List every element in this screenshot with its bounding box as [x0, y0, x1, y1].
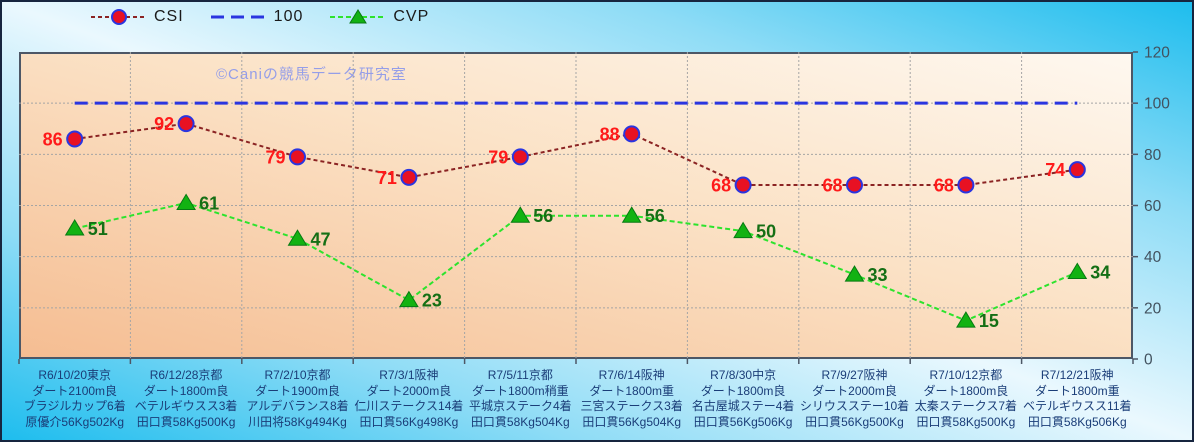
- x-label-line: 田口貫58Kg504Kg: [470, 414, 570, 429]
- legend-point-CVP: [349, 9, 368, 24]
- x-axis-label: R7/2/10京都 ダート1900m良 アルデバランス8着 川田将58Kg494Kg: [228, 368, 367, 430]
- x-label-line: ダート1800m良: [923, 383, 1009, 398]
- x-label-line: 名古屋城ステー4着: [691, 399, 795, 413]
- x-label-line: 田口貫56Kg506Kg: [693, 414, 793, 429]
- legend-marker-CVP: [330, 9, 387, 24]
- x-label-line: R7/3/1阪神: [379, 368, 439, 382]
- y-axis-tick-label: 0: [1144, 352, 1153, 369]
- x-label-line: ダート2100m良: [32, 383, 118, 398]
- legend-marker-100: [210, 15, 267, 19]
- legend-item-100: 100: [210, 7, 304, 27]
- x-label-line: ブラジルカップ6着: [23, 399, 126, 413]
- x-label-line: 平城京ステーク4着: [468, 399, 572, 413]
- x-label-line: R7/9/27阪神: [821, 368, 888, 382]
- legend-item-CSI: CSI: [90, 7, 184, 27]
- x-label-line: ダート1800m良: [143, 383, 229, 398]
- x-axis-label: R7/5/11京都 ダート1800m稍重 平城京ステーク4着 田口貫58Kg504Kg: [451, 368, 590, 430]
- x-label-line: R6/10/20東京: [38, 368, 112, 382]
- x-label-line: 仁川ステークス14着: [354, 399, 464, 413]
- x-label-line: 田口貫58Kg500Kg: [136, 414, 236, 429]
- x-axis-label: R7/12/21阪神 ダート1800m重 ベテルギウスス11着 田口貫58Kg506K…: [1008, 368, 1147, 430]
- x-label-line: ダート1800m重: [1034, 383, 1120, 398]
- y-axis-tick-label: 120: [1144, 45, 1170, 62]
- legend-label: CSI: [154, 8, 184, 25]
- x-label-line: 原優介56Kg502Kg: [25, 414, 125, 429]
- x-axis-label: R6/12/28京都 ダート1800m良 ベテルギウスス3着 田口貫58Kg500Kg: [116, 368, 255, 430]
- y-axis-tick-label: 20: [1144, 300, 1162, 317]
- legend-label: 100: [273, 8, 304, 25]
- legend-label: CVP: [393, 8, 430, 25]
- x-label-line: ダート1800m良: [700, 383, 786, 398]
- x-axis-label: R7/3/1阪神 ダート2000m良 仁川ステークス14着 田口貫56Kg498Kg: [339, 368, 478, 430]
- plot-area: [19, 52, 1133, 359]
- legend-point-CSI: [111, 9, 127, 25]
- y-axis-tick-label: 60: [1144, 198, 1162, 215]
- legend-item-CVP: CVP: [329, 7, 429, 27]
- y-axis-tick-label: 100: [1144, 96, 1170, 113]
- x-label-line: 田口貫56Kg498Kg: [359, 414, 459, 429]
- x-label-line: 田口貫58Kg506Kg: [1027, 414, 1127, 429]
- x-label-line: 川田将58Kg494Kg: [248, 414, 347, 429]
- x-axis-label: R6/10/20東京 ダート2100m良 ブラジルカップ6着 原優介56Kg502Kg: [5, 368, 144, 430]
- x-label-line: R7/2/10京都: [264, 368, 331, 382]
- x-label-line: 三宮ステークス3着: [580, 399, 683, 413]
- x-label-line: R7/10/12京都: [929, 368, 1003, 382]
- y-axis-tick-label: 80: [1144, 147, 1162, 164]
- x-label-line: アルデバランス8着: [246, 399, 349, 413]
- x-label-line: R7/8/30中京: [710, 368, 777, 382]
- x-label-line: ダート1900m良: [255, 383, 340, 398]
- x-label-line: R7/12/21阪神: [1040, 368, 1114, 382]
- x-label-line: 田口貫56Kg500Kg: [805, 414, 904, 429]
- legend: CSI 100 CVP: [90, 7, 429, 27]
- x-label-line: ダート1800m稍重: [471, 383, 569, 398]
- legend-marker-CSI: [91, 9, 147, 25]
- x-label-line: 田口貫56Kg504Kg: [582, 414, 682, 429]
- x-axis-label: R7/8/30中京 ダート1800m良 名古屋城ステー4着 田口貫56Kg506Kg: [673, 368, 812, 430]
- x-label-line: シリウスステー10着: [799, 399, 910, 413]
- y-axis-tick-label: 40: [1144, 249, 1162, 266]
- x-label-line: ベテルギウスス11着: [1023, 399, 1132, 413]
- x-label-line: ダート2000m良: [812, 383, 897, 398]
- x-label-line: R7/6/14阪神: [598, 368, 665, 382]
- x-axis-label: R7/9/27阪神 ダート2000m良 シリウスステー10着 田口貫56Kg500Kg: [785, 368, 924, 430]
- x-label-line: 田口貫58Kg500Kg: [916, 414, 1016, 429]
- x-label-line: ダート2000m良: [366, 383, 452, 398]
- x-label-line: ベテルギウスス3着: [134, 399, 238, 413]
- x-label-line: ダート1800m重: [589, 383, 675, 398]
- x-label-line: R7/5/11京都: [487, 368, 553, 382]
- x-label-line: R6/12/28京都: [149, 368, 223, 382]
- x-axis-label: R7/10/12京都 ダート1800m良 太秦ステークス7着 田口貫58Kg500Kg: [896, 368, 1035, 430]
- x-axis-label: R7/6/14阪神 ダート1800m重 三宮ステークス3着 田口貫56Kg504Kg: [562, 368, 701, 430]
- x-label-line: 太秦ステークス7着: [914, 399, 1018, 413]
